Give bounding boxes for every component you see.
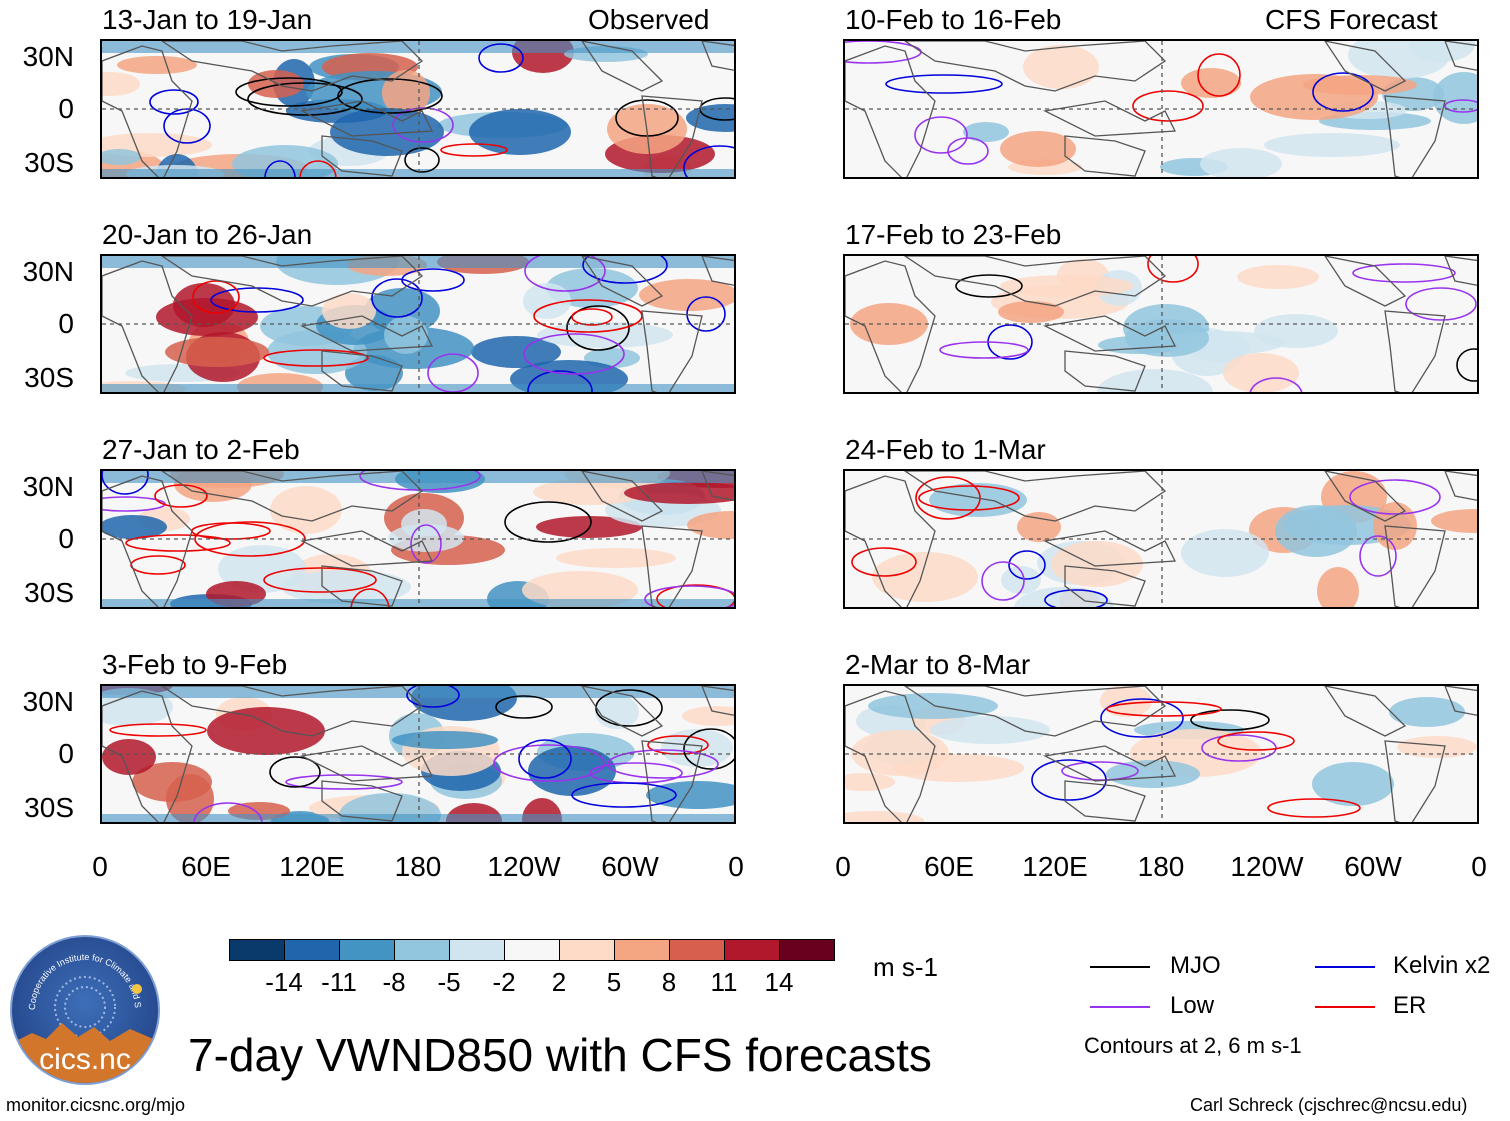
y-tick-label: 0: [58, 738, 74, 769]
panel-tag-cfs-forecast: CFS Forecast: [1265, 4, 1438, 35]
legend-line-er: [1315, 1006, 1375, 1008]
legend-note: Contours at 2, 6 m s-1: [1084, 1033, 1302, 1058]
map-canvas: [845, 256, 1477, 392]
y-tick-label: 30N: [22, 471, 74, 502]
colorbar-swatch: [724, 939, 780, 961]
y-tick-label: 0: [58, 308, 74, 339]
x-tick-label: 0: [728, 851, 744, 882]
x-tick-label: 0: [92, 851, 108, 882]
legend-label-low: Low: [1170, 992, 1215, 1019]
colorbar-label: 2: [551, 967, 567, 997]
map-canvas: [102, 41, 734, 177]
map-canvas: [845, 471, 1477, 607]
x-tick-label: 120E: [1022, 851, 1088, 882]
x-tick-label: 60W: [1344, 851, 1402, 882]
x-tick-label: 60E: [924, 851, 974, 882]
map-canvas: [845, 41, 1477, 177]
colorbar-swatch: [779, 939, 835, 961]
legend-line-low: [1090, 1006, 1150, 1008]
panel-title-obs-4: 3-Feb to 9-Feb: [102, 649, 288, 680]
y-tick-label: 30S: [24, 147, 74, 178]
colorbar-label: -11: [321, 967, 357, 997]
y-tick-label: 30S: [24, 577, 74, 608]
colorbar-swatch: [559, 939, 615, 961]
panel-title-fc-1: 10-Feb to 16-Feb: [845, 4, 1062, 35]
legend-label-kelvin: Kelvin x2: [1393, 952, 1491, 979]
colorbar-swatch: [394, 939, 450, 961]
footer-url[interactable]: monitor.cicsnc.org/mjo: [6, 1095, 186, 1115]
legend-label-mjo: MJO: [1170, 952, 1221, 979]
panel-title-obs-1: 13-Jan to 19-Jan: [102, 4, 313, 35]
colorbar-swatch: [339, 939, 395, 961]
map-panel-5: [843, 39, 1479, 179]
y-tick-label: 0: [58, 93, 74, 124]
x-tick-label: 120W: [1230, 851, 1304, 882]
panel-title-obs-2: 20-Jan to 26-Jan: [102, 219, 313, 250]
colorbar-label: 11: [710, 967, 738, 997]
logo-ring-text: Cooperative Institute for Climate and Sa…: [12, 937, 143, 1010]
footer-credit: Carl Schreck (cjschrec@ncsu.edu): [1190, 1095, 1468, 1115]
logo-graphic: Cooperative Institute for Climate and Sa…: [12, 937, 158, 1083]
y-tick-label: 30N: [22, 41, 74, 72]
legend-line-kelvin: [1315, 966, 1375, 968]
y-tick-label: 30S: [24, 792, 74, 823]
colorbar-label: -8: [382, 967, 406, 997]
panel-tag-observed: Observed: [588, 4, 710, 35]
colorbar-swatch: [449, 939, 505, 961]
panel-title-fc-3: 24-Feb to 1-Mar: [845, 434, 1046, 465]
y-tick-label: 30N: [22, 686, 74, 717]
legend-label-er: ER: [1393, 992, 1427, 1019]
map-panel-8: [843, 684, 1479, 824]
colorbar-label: 5: [606, 967, 622, 997]
x-tick-label: 120E: [279, 851, 345, 882]
map-panel-3: [100, 469, 736, 609]
colorbar-swatch: [504, 939, 560, 961]
colorbar-label: 8: [661, 967, 677, 997]
map-canvas: [102, 256, 734, 392]
map-canvas: [102, 686, 734, 822]
legend-line-mjo: [1090, 966, 1150, 968]
panel-title-obs-3: 27-Jan to 2-Feb: [102, 434, 300, 465]
x-tick-label: 180: [394, 851, 442, 882]
map-panel-1: [100, 39, 736, 179]
map-panel-4: [100, 684, 736, 824]
x-tick-label: 180: [1137, 851, 1185, 882]
map-panel-6: [843, 254, 1479, 394]
x-tick-label: 120W: [487, 851, 561, 882]
colorbar-swatch: [614, 939, 670, 961]
x-tick-label: 60W: [601, 851, 659, 882]
colorbar-label: 14: [764, 967, 794, 997]
colorbar-swatch: [284, 939, 340, 961]
colorbar-swatch: [669, 939, 725, 961]
y-tick-label: 30N: [22, 256, 74, 287]
map-canvas: [845, 686, 1477, 822]
y-tick-label: 30S: [24, 362, 74, 393]
y-tick-label: 0: [58, 523, 74, 554]
colorbar-label: -5: [437, 967, 461, 997]
map-panel-2: [100, 254, 736, 394]
logo-text: cics.nc: [39, 1043, 131, 1076]
figure-title: 7-day VWND850 with CFS forecasts: [188, 1029, 932, 1081]
panel-title-fc-2: 17-Feb to 23-Feb: [845, 219, 1062, 250]
x-tick-label: 60E: [181, 851, 231, 882]
colorbar-swatch: [229, 939, 285, 961]
colorbar-label: -14: [265, 967, 303, 997]
colorbar-label: -2: [492, 967, 516, 997]
cicsnc-logo: Cooperative Institute for Climate and Sa…: [10, 935, 160, 1085]
map-panel-7: [843, 469, 1479, 609]
x-tick-label: 0: [835, 851, 851, 882]
map-canvas: [102, 471, 734, 607]
x-tick-label: 0: [1471, 851, 1487, 882]
panel-title-fc-4: 2-Mar to 8-Mar: [845, 649, 1031, 680]
colorbar-units: m s-1: [873, 952, 938, 982]
